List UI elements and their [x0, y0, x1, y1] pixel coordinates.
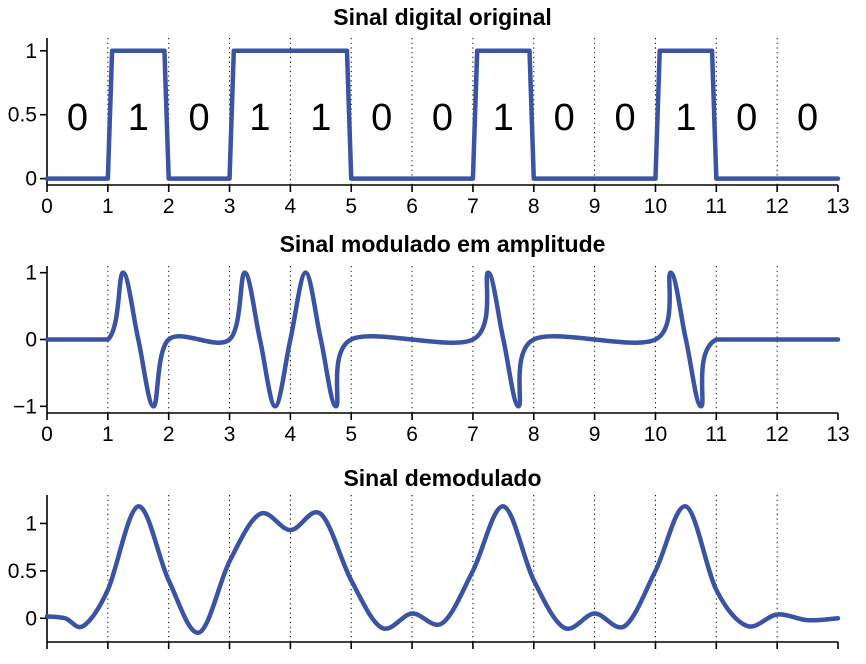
bit-label: 1 [310, 97, 331, 139]
x-tick-label: 7 [467, 195, 479, 218]
x-tick-label: 4 [285, 195, 297, 218]
bit-label: 1 [128, 97, 149, 139]
x-tick-label: 6 [406, 195, 418, 218]
x-tick-label: 3 [224, 195, 236, 218]
y-tick-label: 0.5 [8, 560, 37, 583]
bit-label: 1 [675, 97, 696, 139]
x-tick-label: 4 [285, 423, 297, 446]
x-tick-label: 1 [102, 423, 114, 446]
y-tick-label: 0 [25, 607, 37, 630]
x-tick-label: 1 [102, 195, 114, 218]
x-tick-label: 7 [467, 423, 479, 446]
bit-label: 0 [189, 97, 210, 139]
x-tick-label: 5 [345, 195, 357, 218]
y-tick-label: 1 [25, 262, 37, 285]
x-tick-label: 9 [589, 423, 601, 446]
x-tick-label: 12 [765, 423, 788, 446]
bit-label: 1 [249, 97, 270, 139]
y-tick-label: −1 [13, 395, 37, 418]
x-tick-label: 0 [41, 423, 53, 446]
x-tick-label: 8 [528, 423, 540, 446]
x-tick-label: 13 [826, 423, 849, 446]
bit-label: 0 [736, 97, 757, 139]
x-tick-label: 6 [406, 423, 418, 446]
bit-label: 0 [554, 97, 575, 139]
chart-title: Sinal modulado em amplitude [280, 231, 606, 257]
x-tick-label: 3 [224, 423, 236, 446]
chart-title: Sinal demodulado [343, 465, 541, 491]
chart-panel-3: Sinal demodulado 0 0.5 1 [8, 465, 841, 649]
x-tick-label: 8 [528, 195, 540, 218]
x-tick-label: 10 [644, 423, 667, 446]
y-tick-label: 0 [25, 329, 37, 352]
x-tick-label: 2 [163, 195, 175, 218]
series-line [44, 504, 841, 635]
bit-label: 0 [432, 97, 453, 139]
x-tick-label: 9 [589, 195, 601, 218]
x-tick-label: 0 [41, 195, 53, 218]
bit-label: 0 [614, 97, 635, 139]
x-tick-label: 2 [163, 423, 175, 446]
bit-label: 0 [371, 97, 392, 139]
x-tick-label: 11 [705, 195, 727, 218]
x-tick-label: 13 [826, 195, 849, 218]
series-line [44, 270, 841, 409]
y-tick-label: 1 [25, 512, 37, 535]
y-tick-label: 0 [25, 168, 37, 191]
bit-label: 1 [493, 97, 514, 139]
x-tick-label: 5 [345, 423, 357, 446]
bit-label: 0 [797, 97, 818, 139]
series-line [44, 48, 841, 181]
chart-title: Sinal digital original [333, 4, 552, 30]
x-tick-label: 12 [765, 195, 788, 218]
y-tick-label: 0.5 [8, 104, 37, 127]
x-tick-label: 11 [705, 423, 727, 446]
x-tick-label: 10 [644, 195, 667, 218]
bit-label: 0 [67, 97, 88, 139]
y-tick-label: 1 [25, 40, 37, 63]
